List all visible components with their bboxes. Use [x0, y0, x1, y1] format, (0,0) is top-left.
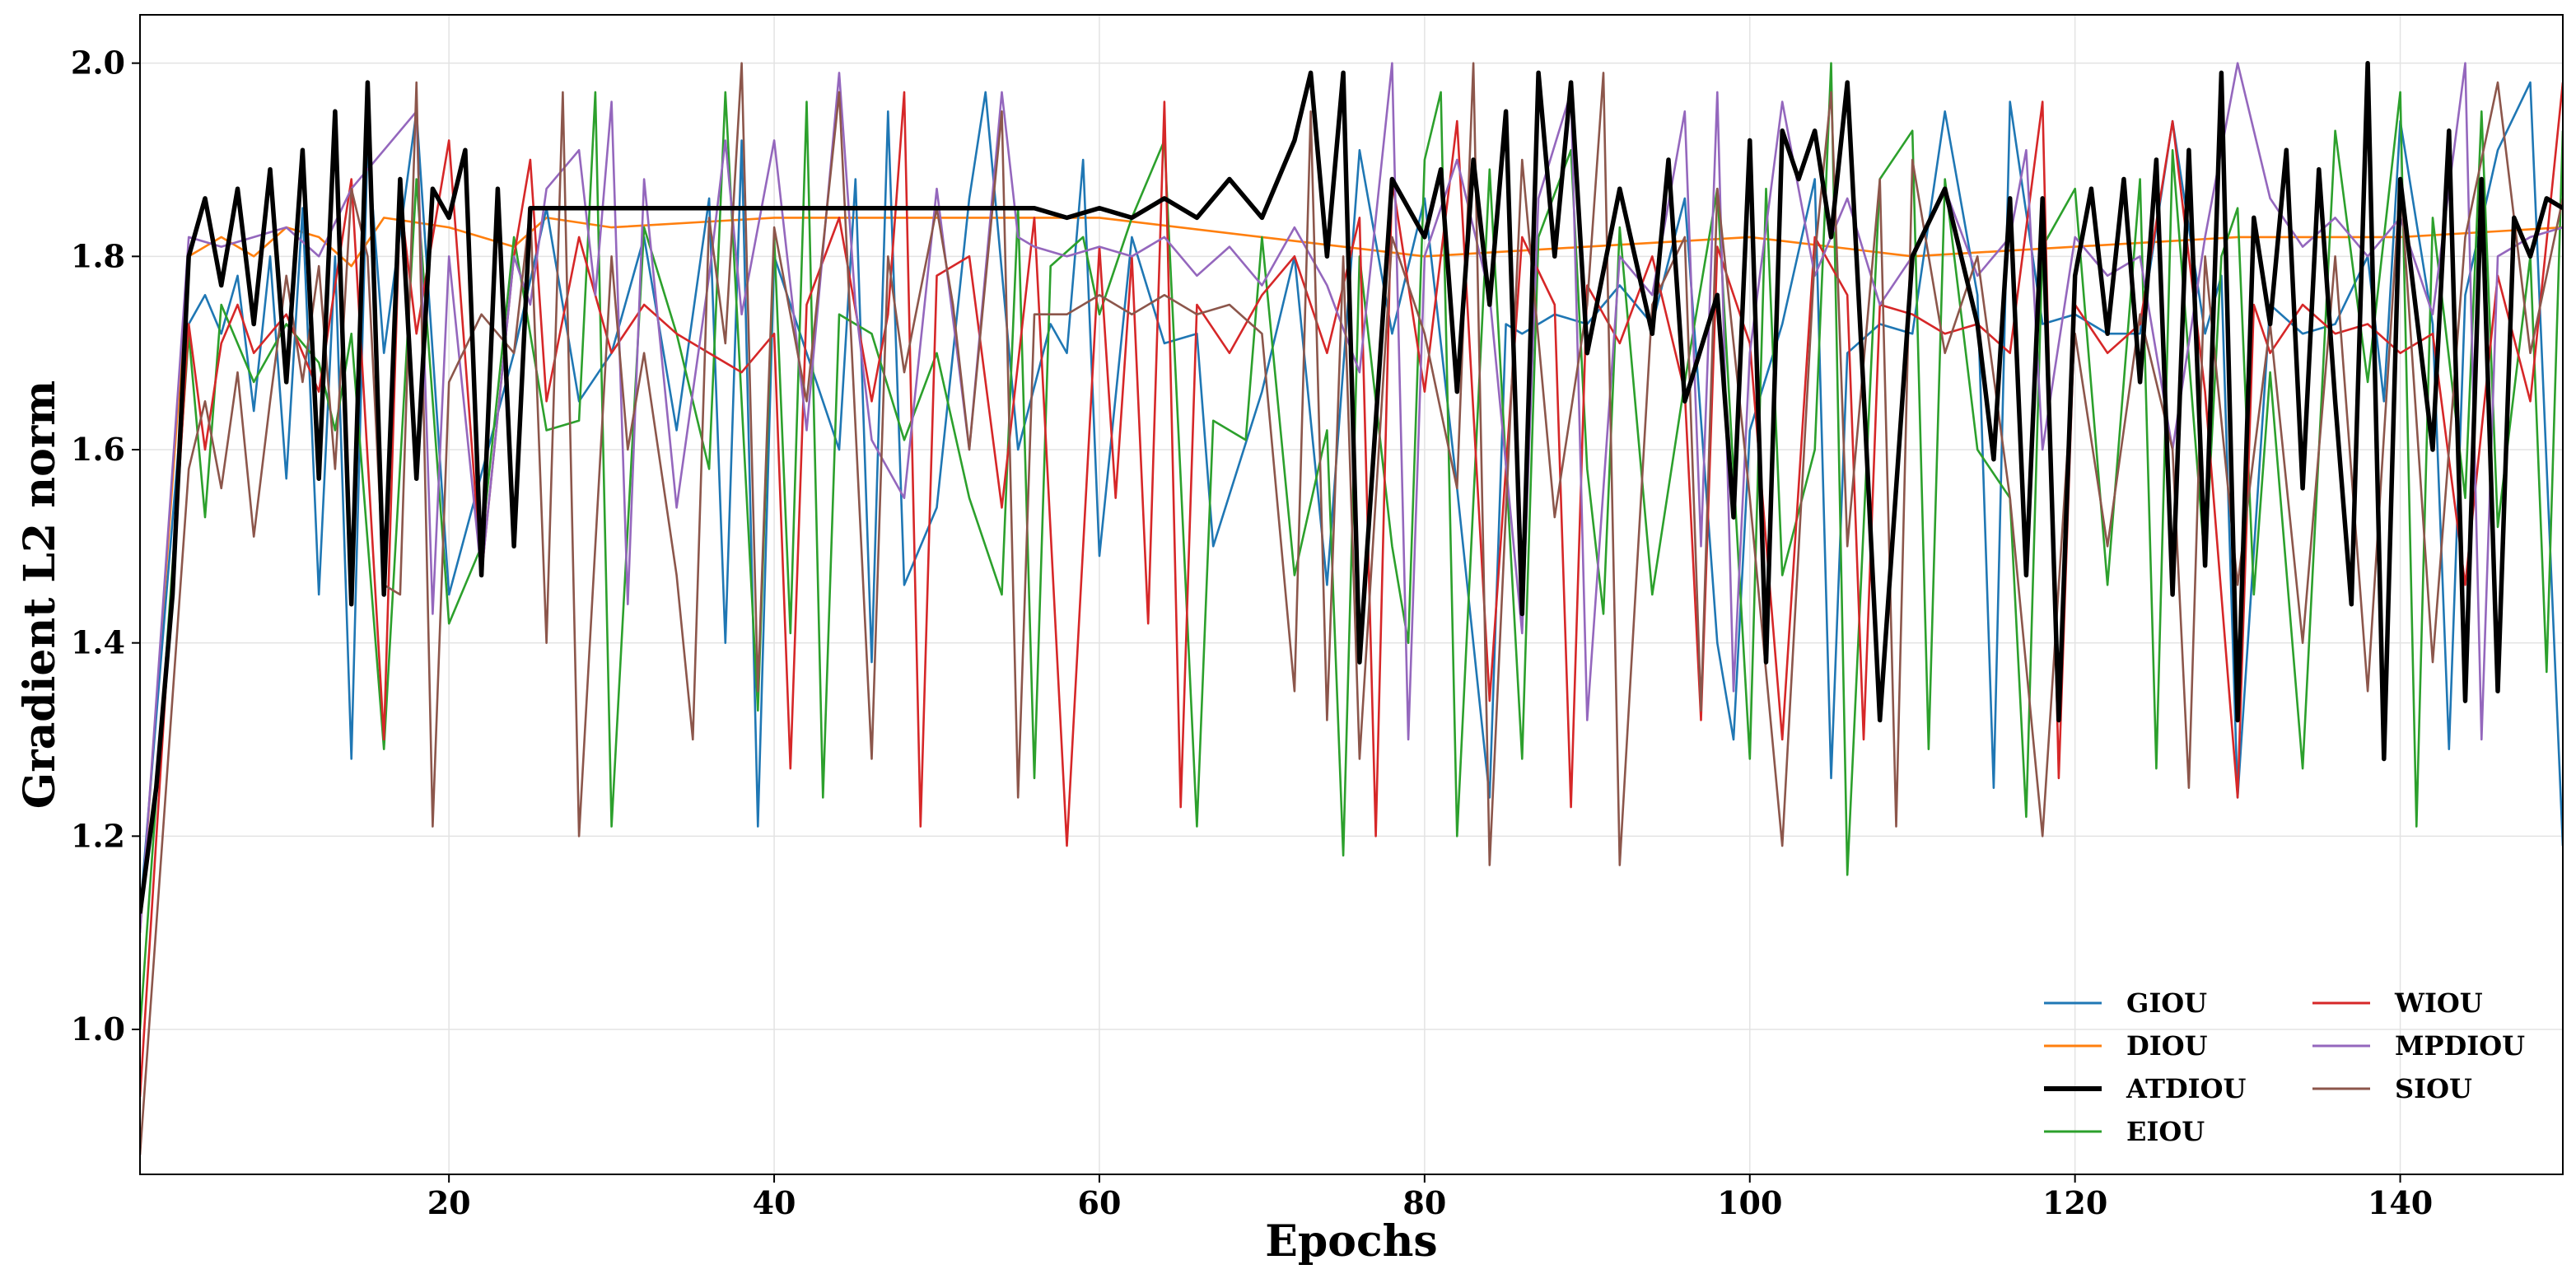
series-line-mpdiou: [140, 62, 2563, 933]
x-tick-label: 100: [1717, 1184, 1782, 1221]
x-tick-label: 40: [753, 1184, 796, 1221]
legend-label-mpdiou: MPDIOU: [2395, 1030, 2525, 1062]
y-tick-label: 1.2: [71, 817, 125, 854]
y-tick-label: 1.6: [71, 431, 125, 468]
series-line-diou: [140, 217, 2563, 933]
series-line-eiou: [140, 62, 2563, 1030]
legend-label-diou: DIOU: [2126, 1030, 2208, 1062]
series-line-siou: [140, 62, 2563, 1155]
legend-label-siou: SIOU: [2395, 1073, 2472, 1104]
x-tick-label: 20: [427, 1184, 471, 1221]
legend-label-giou: GIOU: [2126, 987, 2207, 1019]
series-line-wiou: [140, 82, 2563, 1098]
legend-label-atdiou: ATDIOU: [2126, 1073, 2246, 1104]
plot-frame: [139, 14, 2564, 1175]
series-line-atdiou: [140, 60, 2563, 914]
legend: GIOU DIOU ATDIOU EIOU WIOU MPDIOU SIOU: [2044, 987, 2525, 1147]
y-axis-title: Gradient L2 norm: [15, 380, 65, 809]
y-tick-label: 1.0: [71, 1010, 125, 1048]
y-tick-label: 1.8: [71, 237, 125, 274]
x-tick-label: 60: [1078, 1184, 1122, 1221]
x-axis-title: Epochs: [1265, 1216, 1437, 1267]
x-tick-label: 140: [2368, 1184, 2433, 1221]
legend-label-eiou: EIOU: [2126, 1116, 2205, 1147]
x-tick-label: 120: [2042, 1184, 2107, 1221]
tick-layer: 20 40 60 80 100 120 140 1.0 1.2 1.4 1.6 1.8 2.0: [71, 44, 2433, 1221]
legend-label-wiou: WIOU: [2394, 987, 2483, 1019]
y-tick-label: 1.4: [71, 624, 125, 661]
y-tick-label: 2.0: [71, 44, 125, 82]
series-layer: [140, 60, 2563, 1155]
x-tick-label: 80: [1402, 1184, 1446, 1221]
